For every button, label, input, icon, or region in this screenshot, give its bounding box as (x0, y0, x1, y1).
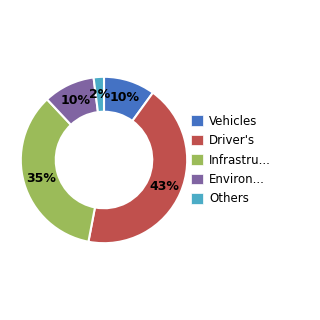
Wedge shape (88, 93, 187, 243)
Wedge shape (47, 77, 98, 125)
Text: 10%: 10% (61, 94, 91, 107)
Text: 10%: 10% (109, 91, 139, 104)
Wedge shape (93, 77, 104, 112)
Text: 43%: 43% (149, 180, 179, 193)
Wedge shape (21, 99, 95, 242)
Text: 35%: 35% (26, 172, 56, 185)
Wedge shape (104, 77, 153, 121)
Text: 2%: 2% (89, 88, 110, 101)
Legend: Vehicles, Driver's, Infrastru..., Environ..., Others: Vehicles, Driver's, Infrastru..., Enviro… (189, 112, 273, 208)
